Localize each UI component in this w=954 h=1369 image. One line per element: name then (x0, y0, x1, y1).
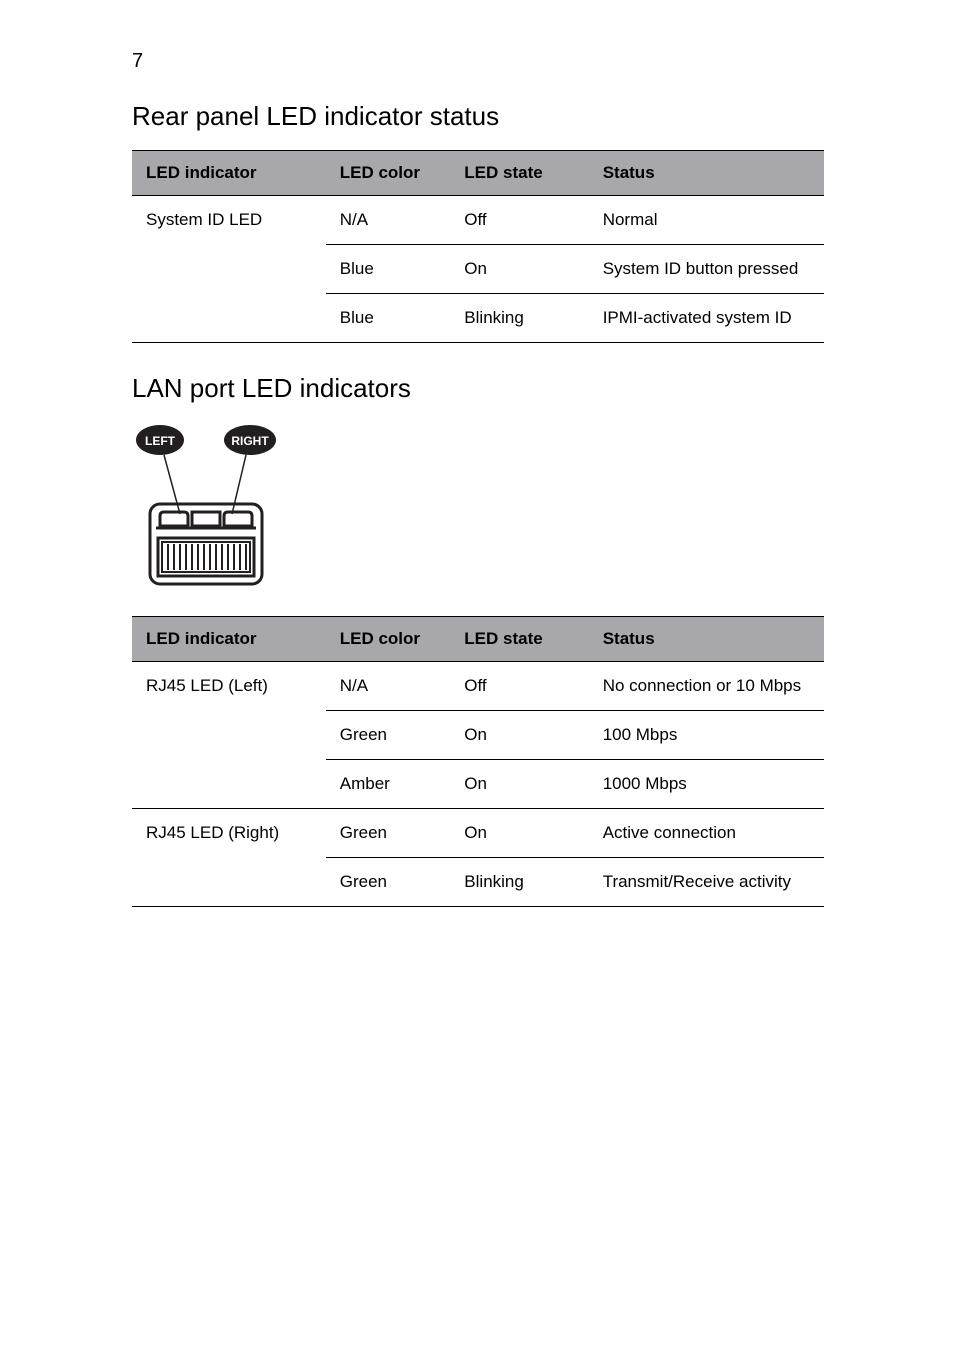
table-body: RJ45 LED (Left)N/AOffNo connection or 10… (132, 662, 824, 907)
cell-led-state: Off (450, 662, 588, 711)
cell-led-indicator (132, 245, 326, 294)
page-number: 7 (132, 50, 894, 73)
cell-led-indicator (132, 858, 326, 907)
cell-led-state: On (450, 760, 588, 809)
cell-led-state: Blinking (450, 294, 588, 343)
table-row: GreenOn100 Mbps (132, 711, 824, 760)
table-row: GreenBlinkingTransmit/Receive activity (132, 858, 824, 907)
cell-led-state: Blinking (450, 858, 588, 907)
cell-status: IPMI-activated system ID (589, 294, 824, 343)
cell-led-color: Blue (326, 294, 451, 343)
table-row: AmberOn1000 Mbps (132, 760, 824, 809)
led-divider (192, 512, 220, 526)
cell-led-state: Off (450, 196, 588, 245)
cell-led-indicator: System ID LED (132, 196, 326, 245)
cell-led-color: Green (326, 711, 451, 760)
table-header: LED indicator LED color LED state Status (132, 617, 824, 662)
cell-status: Normal (589, 196, 824, 245)
table-header-row: LED indicator LED color LED state Status (132, 617, 824, 662)
cell-led-indicator (132, 711, 326, 760)
cell-led-state: On (450, 711, 588, 760)
rear-panel-table-wrap: LED indicator LED color LED state Status… (132, 150, 824, 343)
led-left-shape (160, 512, 188, 526)
right-bubble-label: RIGHT (231, 434, 269, 448)
page: 7 Rear panel LED indicator status LED in… (0, 0, 954, 1369)
cell-led-state: On (450, 245, 588, 294)
lan-port-table-wrap: LED indicator LED color LED state Status… (132, 616, 824, 907)
col-led-state: LED state (450, 151, 588, 196)
table-row: BlueBlinkingIPMI-activated system ID (132, 294, 824, 343)
cell-led-indicator: RJ45 LED (Right) (132, 809, 326, 858)
cell-led-color: Amber (326, 760, 451, 809)
lan-port-table: LED indicator LED color LED state Status… (132, 616, 824, 907)
table-row: System ID LEDN/AOffNormal (132, 196, 824, 245)
cell-led-state: On (450, 809, 588, 858)
table-row: RJ45 LED (Left)N/AOffNo connection or 10… (132, 662, 824, 711)
table-header-row: LED indicator LED color LED state Status (132, 151, 824, 196)
cell-led-color: Blue (326, 245, 451, 294)
col-led-color: LED color (326, 151, 451, 196)
cell-status: 1000 Mbps (589, 760, 824, 809)
col-status: Status (589, 617, 824, 662)
table-row: RJ45 LED (Right)GreenOnActive connection (132, 809, 824, 858)
led-right-shape (224, 512, 252, 526)
rear-panel-table: LED indicator LED color LED state Status… (132, 150, 824, 343)
table-row: BlueOnSystem ID button pressed (132, 245, 824, 294)
col-led-state: LED state (450, 617, 588, 662)
cell-status: No connection or 10 Mbps (589, 662, 824, 711)
col-led-color: LED color (326, 617, 451, 662)
table-body: System ID LEDN/AOffNormalBlueOnSystem ID… (132, 196, 824, 343)
cell-led-color: N/A (326, 196, 451, 245)
cell-led-indicator (132, 760, 326, 809)
cell-led-indicator: RJ45 LED (Left) (132, 662, 326, 711)
section-title-rear-panel: Rear panel LED indicator status (132, 101, 894, 132)
jack-inner (162, 542, 250, 572)
cell-status: System ID button pressed (589, 245, 824, 294)
left-bubble-label: LEFT (145, 434, 176, 448)
rj45-pins (168, 544, 246, 570)
col-status: Status (589, 151, 824, 196)
cell-led-color: N/A (326, 662, 451, 711)
col-led-indicator: LED indicator (132, 617, 326, 662)
cell-status: Transmit/Receive activity (589, 858, 824, 907)
cell-led-indicator (132, 294, 326, 343)
rj45-diagram-svg: LEFT RIGHT (132, 422, 302, 592)
lan-port-diagram: LEFT RIGHT (132, 422, 894, 592)
cell-status: Active connection (589, 809, 824, 858)
col-led-indicator: LED indicator (132, 151, 326, 196)
section-title-lan-port: LAN port LED indicators (132, 373, 894, 404)
table-header: LED indicator LED color LED state Status (132, 151, 824, 196)
cell-status: 100 Mbps (589, 711, 824, 760)
cell-led-color: Green (326, 858, 451, 907)
cell-led-color: Green (326, 809, 451, 858)
